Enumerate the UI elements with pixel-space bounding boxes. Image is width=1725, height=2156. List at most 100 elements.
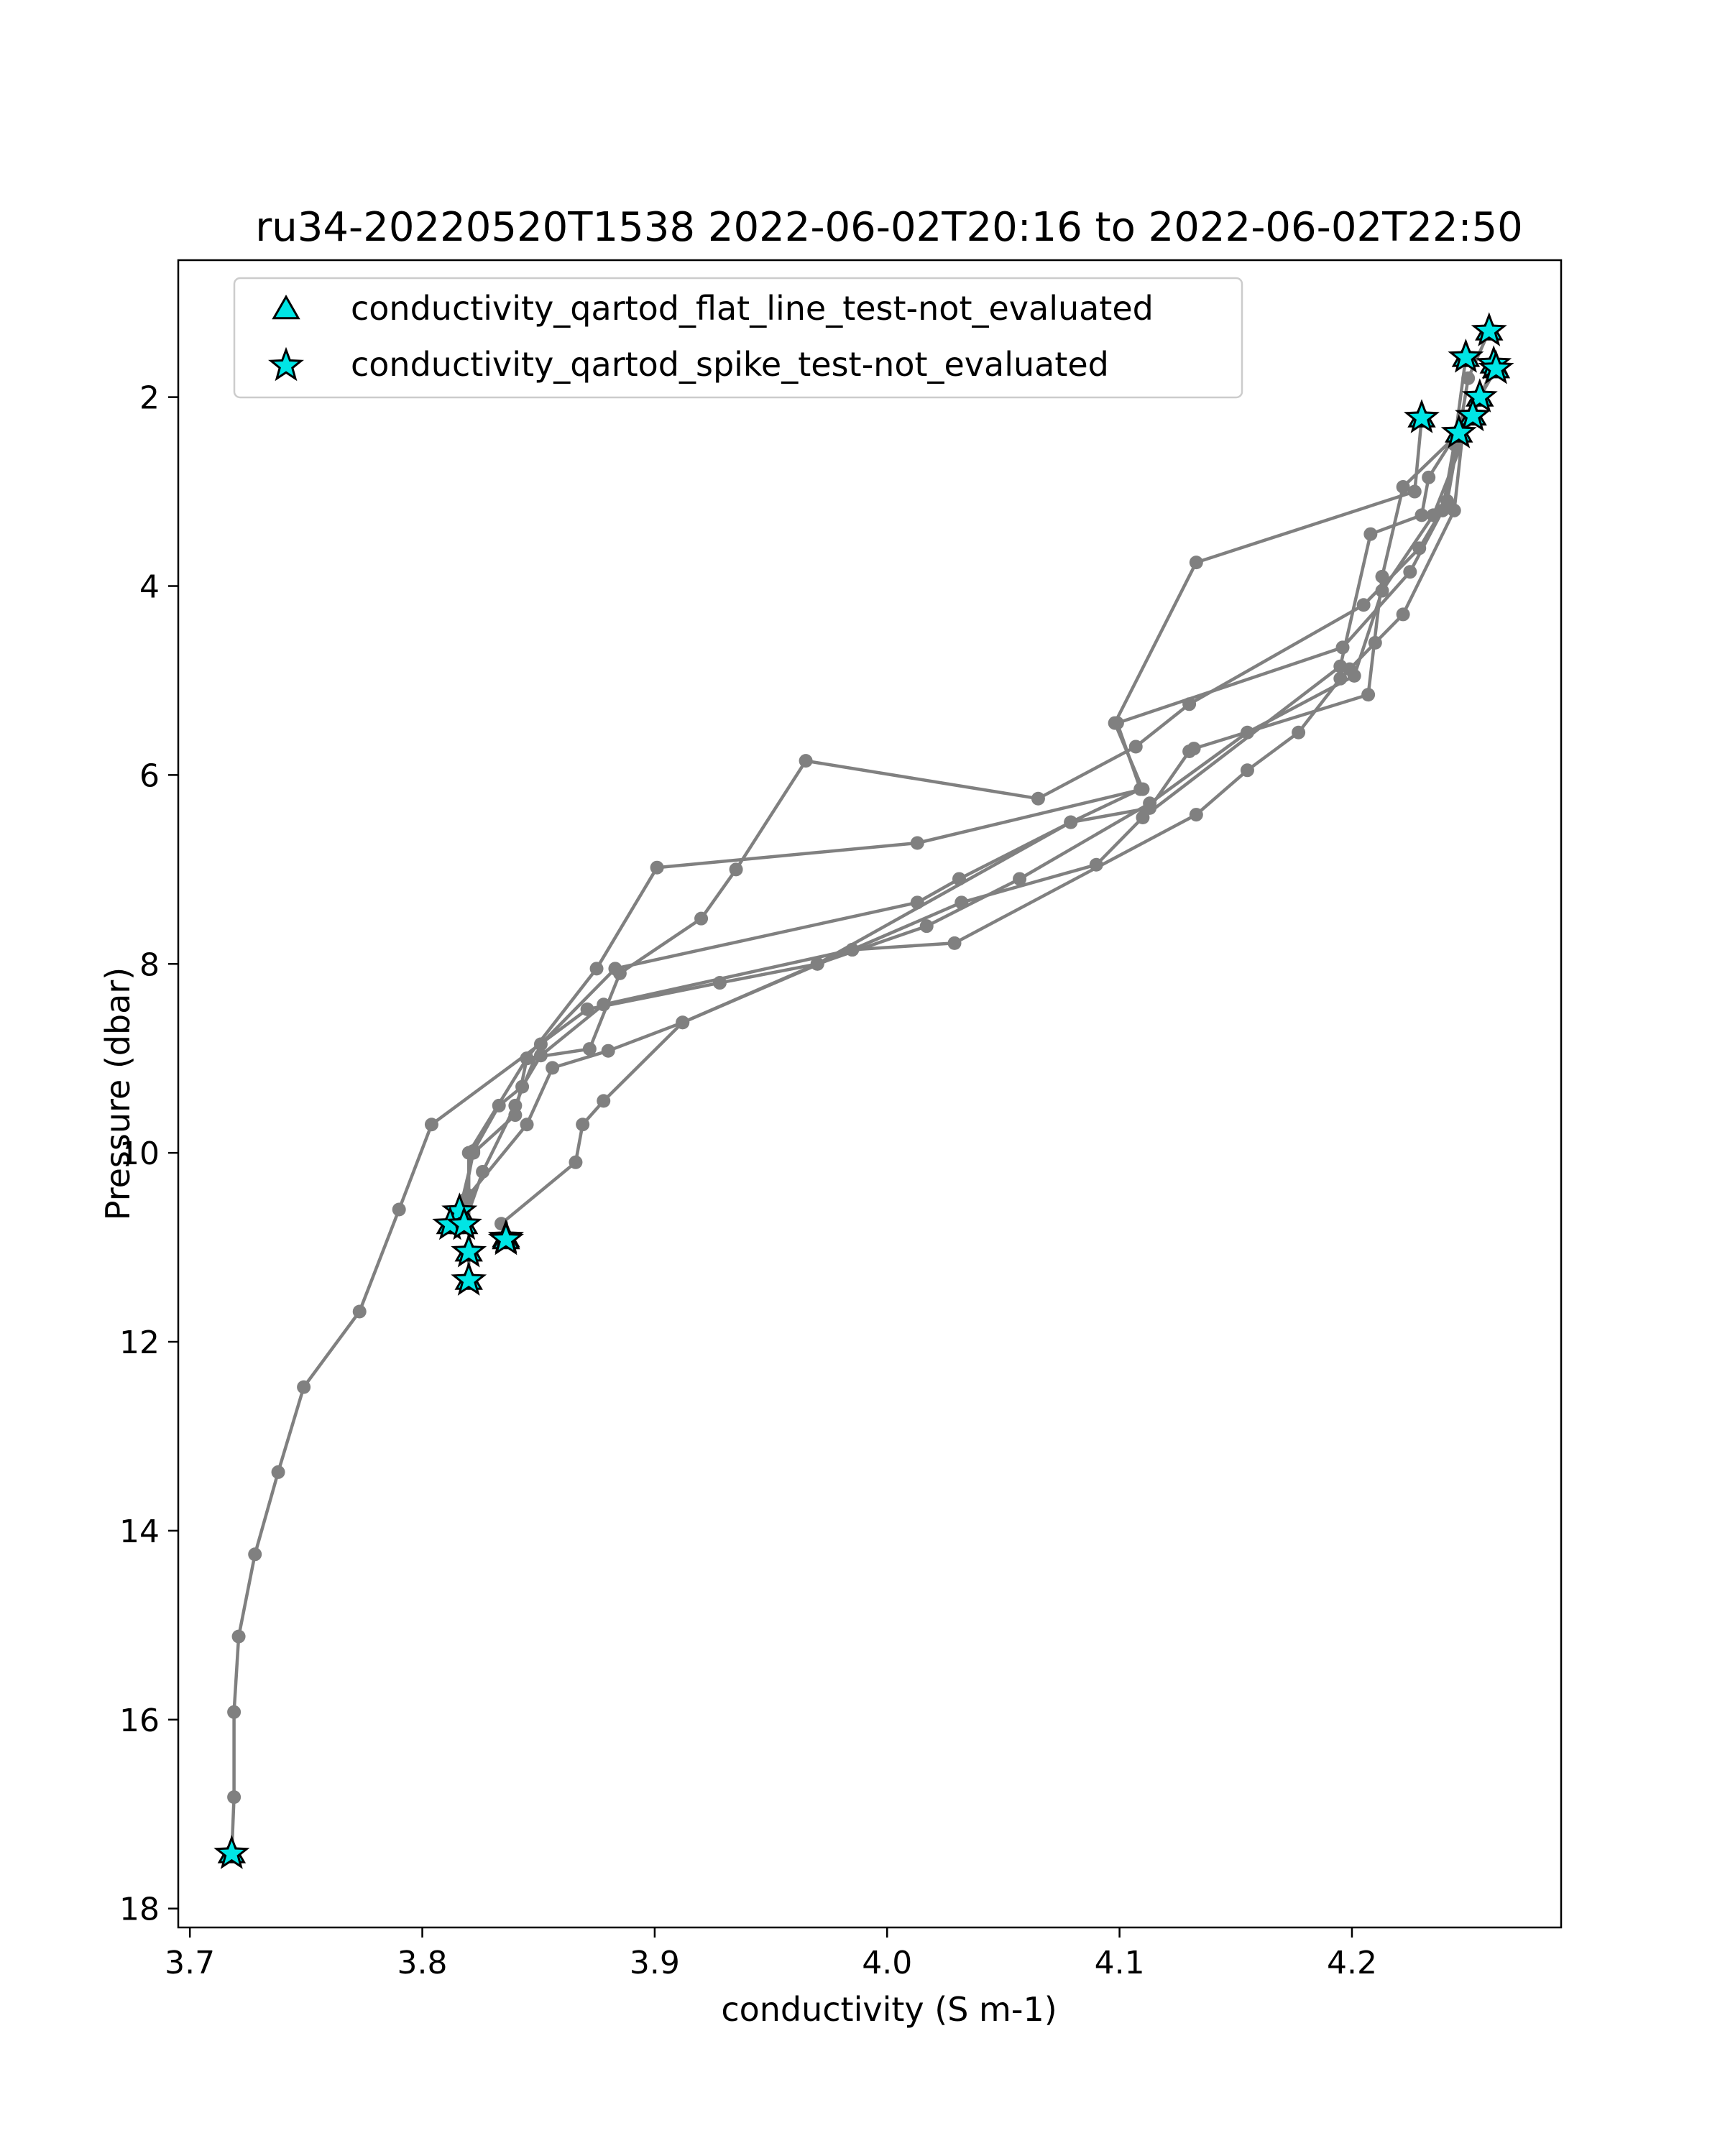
data-point <box>947 936 962 950</box>
data-point <box>1292 725 1306 740</box>
data-point <box>1013 872 1027 886</box>
data-point <box>1363 527 1378 541</box>
data-point <box>231 1629 246 1644</box>
y-tick-label: 14 <box>119 1514 160 1550</box>
x-tick-label: 4.0 <box>862 1945 912 1981</box>
data-point <box>227 1790 242 1805</box>
y-tick-label: 12 <box>119 1325 160 1361</box>
data-point <box>492 1098 506 1112</box>
legend-entries: conductivity_qartod_flat_line_test-not_e… <box>268 289 1154 384</box>
x-tick-label: 3.9 <box>630 1945 680 1981</box>
data-point <box>520 1118 534 1132</box>
data-point <box>1396 479 1410 494</box>
data-point <box>546 1061 560 1075</box>
data-point <box>1189 556 1203 570</box>
data-point <box>1414 508 1429 522</box>
x-axis: 3.7 3.8 3.9 4.0 4.1 4.2 <box>165 1927 1377 1981</box>
data-point <box>676 1015 690 1030</box>
plot-frame <box>177 259 1563 1929</box>
y-tick-label: 2 <box>139 380 160 417</box>
data-point <box>271 1465 285 1479</box>
data-point <box>580 1002 594 1016</box>
legend-box <box>233 277 1243 399</box>
spike-flag-marker <box>487 1220 524 1256</box>
data-point <box>1407 484 1422 499</box>
x-tick-label: 4.2 <box>1327 1945 1377 1981</box>
spike-flag-marker <box>1404 399 1440 433</box>
profile-line <box>462 357 1468 1225</box>
y-tick-label: 4 <box>139 568 160 605</box>
data-point <box>1403 565 1417 579</box>
legend: conductivity_qartod_flat_line_test-not_e… <box>233 277 1243 399</box>
data-point <box>424 1118 438 1132</box>
profile-line <box>458 330 1491 1212</box>
legend-triangle-icon <box>272 294 300 320</box>
x-tick-label: 3.7 <box>165 1945 215 1981</box>
data-point <box>608 962 622 976</box>
data-point <box>1136 782 1150 796</box>
spike-flag-marker <box>1448 338 1484 373</box>
profile-line <box>466 363 1496 1253</box>
data-point <box>1189 808 1203 822</box>
data-point <box>799 754 813 768</box>
data-point <box>1240 763 1254 778</box>
data-point <box>533 1049 548 1063</box>
profile-line <box>466 418 1424 1281</box>
legend-star-icon <box>268 346 304 382</box>
data-point <box>352 1304 367 1319</box>
data-point <box>1356 598 1371 612</box>
data-point <box>597 1094 611 1108</box>
data-point <box>1143 801 1157 815</box>
legend-label: conductivity_qartod_flat_line_test-not_e… <box>351 289 1154 328</box>
y-axis: 2 4 6 8 10 12 14 16 18 <box>119 380 178 1928</box>
chart-title: ru34-20220520T1538 2022-06-02T20:16 to 2… <box>255 204 1522 251</box>
spike-flag-marker <box>1461 378 1498 413</box>
data-point <box>694 911 709 926</box>
data-point <box>1343 662 1357 676</box>
data-point <box>712 976 727 990</box>
spike-flag-marker <box>441 1192 478 1227</box>
data-point <box>1128 740 1143 754</box>
data-point <box>1182 745 1197 759</box>
x-tick-label: 3.8 <box>397 1945 448 1981</box>
profile-line <box>462 368 1498 1201</box>
x-tick-label: 4.1 <box>1095 1945 1145 1981</box>
data-point <box>466 1144 481 1158</box>
spike-flag-marker <box>1455 397 1491 432</box>
y-tick-label: 10 <box>119 1135 160 1172</box>
spike-flag-marker <box>451 1233 487 1268</box>
data-point <box>1108 716 1122 730</box>
y-tick-label: 18 <box>119 1892 160 1928</box>
data-point <box>576 1118 590 1132</box>
spike-flag-marker <box>213 1835 250 1869</box>
data-point <box>508 1098 523 1112</box>
data-point <box>1031 791 1045 806</box>
data-point <box>601 1044 615 1058</box>
data-point <box>582 1042 597 1056</box>
y-tick-label: 16 <box>119 1703 160 1739</box>
data-point <box>392 1202 406 1217</box>
data-point <box>1136 811 1150 825</box>
data-point <box>1375 569 1389 584</box>
data-point <box>589 962 604 976</box>
data-point <box>569 1155 583 1169</box>
data-point <box>919 919 934 934</box>
data-point <box>1064 815 1078 829</box>
data-point <box>248 1547 262 1562</box>
legend-label: conductivity_qartod_spike_test-not_evalu… <box>351 345 1109 384</box>
plot-area <box>213 312 1514 1869</box>
data-point <box>810 957 824 971</box>
data-point <box>1447 503 1461 517</box>
spike-flag-marker <box>1440 414 1477 448</box>
profile-line <box>230 431 1460 1854</box>
y-tick-label: 8 <box>139 946 160 983</box>
profile-line <box>500 396 1481 1240</box>
spike-flag-marker <box>1471 312 1507 346</box>
data-point <box>1361 688 1376 702</box>
data-point <box>729 862 743 877</box>
data-point <box>650 860 664 875</box>
x-axis-label: conductivity (S m-1) <box>721 1990 1057 2029</box>
data-point <box>515 1079 530 1094</box>
spike-flag-marker <box>1478 349 1514 384</box>
